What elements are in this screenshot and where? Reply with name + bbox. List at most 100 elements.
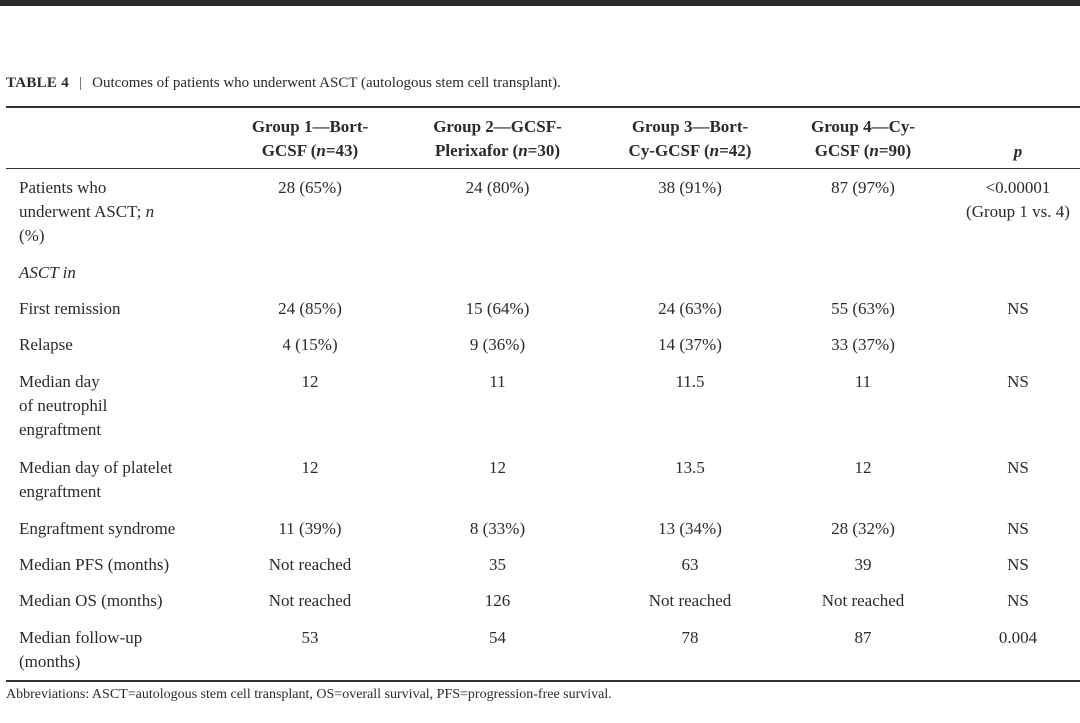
header-p: p <box>968 140 1068 164</box>
cell-p-line: (Group 1 vs. 4) <box>966 202 1070 221</box>
cell-g4: 39 <box>854 555 872 574</box>
cell-g1: 53 <box>301 628 319 647</box>
table-caption: TABLE 4 | Outcomes of patients who underwe… <box>6 75 561 92</box>
cell-g1: Not reached <box>268 555 352 574</box>
cell-g1: 11 (39%) <box>278 519 342 538</box>
cell-g4: 11 <box>854 372 872 391</box>
cell-g3: 63 <box>681 555 699 574</box>
cell-g3: 13 (34%) <box>658 519 722 538</box>
cell-p: NS <box>1007 458 1029 477</box>
header-g2-n: n <box>518 141 528 160</box>
cell-g2: 54 <box>489 628 506 647</box>
cell-g1: 24 (85%) <box>278 299 342 318</box>
caption-separator: | <box>79 75 83 91</box>
row-label: Engraftment syndrome <box>19 519 176 538</box>
cell-g3: 78 <box>681 628 699 647</box>
row-label-neutrophil: Median day of neutrophil engraftment <box>19 370 229 442</box>
row-label-line: (months) <box>19 652 81 671</box>
cell-g3: 24 (63%) <box>658 299 722 318</box>
cell-g4: 87 (97%) <box>831 178 895 197</box>
row-label: Relapse <box>19 335 73 354</box>
top-rule <box>6 106 1080 108</box>
header-g4-n: n <box>869 141 879 160</box>
header-g1-a: GCSF ( <box>261 141 317 160</box>
table-footnote: Abbreviations: ASCT=autologous stem cell… <box>6 687 612 702</box>
row-label-patients: Patients who underwent ASCT; n (%) <box>19 176 229 248</box>
header-group-4-line2: GCSF (n=90) <box>783 139 943 163</box>
header-g3-b: =42) <box>719 141 752 160</box>
row-label-n: n <box>145 202 155 221</box>
header-group-4-line1: Group 4—Cy- <box>810 117 916 136</box>
header-g2-a: Plerixafor ( <box>434 141 519 160</box>
row-label-line: underwent ASCT; n <box>19 200 229 224</box>
header-g2-b: =30) <box>527 141 561 160</box>
header-g4-b: =90) <box>878 141 912 160</box>
cell-p: 0.004 <box>998 628 1038 647</box>
cell-g2: 9 (36%) <box>469 335 526 354</box>
cell-p: NS <box>1007 299 1029 318</box>
header-group-2-line2: Plerixafor (n=30) <box>400 139 595 163</box>
row-label-part: underwent ASCT; <box>19 202 146 221</box>
row-label-platelet: Median day of platelet engraftment <box>19 456 229 504</box>
header-p-label: p <box>1013 142 1023 161</box>
row-label: Median OS (months) <box>19 591 163 610</box>
cell-g2: 35 <box>489 555 506 574</box>
header-rule <box>6 168 1080 169</box>
cell-g3: 11.5 <box>675 372 705 391</box>
cell-g4: 28 (32%) <box>831 519 895 538</box>
row-label-line: engraftment <box>19 420 102 439</box>
row-label: Median PFS (months) <box>19 555 170 574</box>
table-title: Outcomes of patients who underwent ASCT … <box>92 75 561 91</box>
header-group-3-line2: Cy-GCSF (n=42) <box>600 139 780 163</box>
row-label-line: of neutrophil <box>19 396 108 415</box>
cell-g2: 126 <box>484 591 511 610</box>
header-group-1-line2: GCSF (n=43) <box>220 139 400 163</box>
row-label-line: Median day of platelet <box>19 458 173 477</box>
cell-g3: 13.5 <box>675 458 705 477</box>
cell-p-line: <0.00001 <box>985 178 1051 197</box>
cell-g1: 12 <box>301 458 319 477</box>
cell-g2: 12 <box>489 458 506 477</box>
row-label-line: Patients who <box>19 178 107 197</box>
row-label-line: (%) <box>19 226 45 245</box>
row-label-followup: Median follow-up (months) <box>19 626 229 674</box>
header-g1-b: =43) <box>325 141 359 160</box>
cell-p: NS <box>1007 372 1029 391</box>
header-g3-n: n <box>709 141 720 160</box>
cell-g2: 11 <box>489 372 506 391</box>
cell-g3: 14 (37%) <box>658 335 722 354</box>
row-label-line: Median follow-up <box>19 628 143 647</box>
header-group-3-line1: Group 3—Bort- <box>631 117 749 136</box>
header-g3-a: Cy-GCSF ( <box>628 141 710 160</box>
cell-g4: 87 <box>854 628 872 647</box>
section-label: ASCT in <box>19 263 76 282</box>
header-group-3: Group 3—Bort- Cy-GCSF (n=42) <box>600 115 780 163</box>
cell-g1: 4 (15%) <box>282 335 338 354</box>
row-label: First remission <box>19 299 121 318</box>
bottom-rule <box>6 680 1080 682</box>
cell-g4: Not reached <box>821 591 905 610</box>
cell-g3: Not reached <box>648 591 732 610</box>
cell-g2: 8 (33%) <box>469 519 526 538</box>
header-group-2: Group 2—GCSF- Plerixafor (n=30) <box>400 115 595 163</box>
cell-g4: 12 <box>854 458 872 477</box>
cell-g2: 24 (80%) <box>465 178 530 197</box>
header-group-4: Group 4—Cy- GCSF (n=90) <box>783 115 943 163</box>
cell-p: NS <box>1007 591 1029 610</box>
header-g1-n: n <box>316 141 326 160</box>
header-group-1-line1: Group 1—Bort- <box>251 117 369 136</box>
top-border <box>0 0 1080 6</box>
cell-p: NS <box>1007 555 1029 574</box>
cell-g4: 33 (37%) <box>831 335 895 354</box>
header-group-2-line1: Group 2—GCSF- <box>433 117 562 136</box>
cell-g3: 38 (91%) <box>658 178 722 197</box>
table-number: TABLE 4 <box>6 75 70 91</box>
cell-p: NS <box>1007 519 1029 538</box>
cell-g2: 15 (64%) <box>465 299 530 318</box>
cell-g1: 12 <box>301 372 319 391</box>
row-label-line: Median day <box>19 372 100 391</box>
cell-p: <0.00001 (Group 1 vs. 4) <box>950 176 1080 224</box>
cell-g1: 28 (65%) <box>278 178 342 197</box>
cell-g1: Not reached <box>268 591 352 610</box>
row-label-line: engraftment <box>19 482 102 501</box>
